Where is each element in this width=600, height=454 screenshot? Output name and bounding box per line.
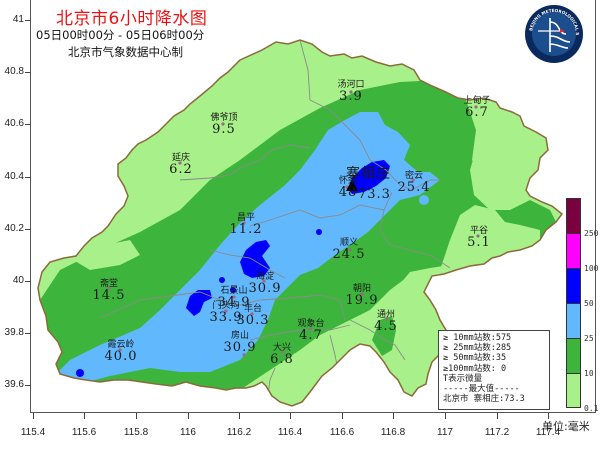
plot-frame: [30, 0, 596, 413]
y-tick-label: 41: [12, 14, 24, 25]
stats-line: ≥ 25mm站数:285: [443, 343, 512, 354]
max-station-value: 73.3: [358, 187, 391, 202]
scale-label: 50: [584, 299, 594, 308]
x-tick-mark: [290, 413, 291, 419]
stats-line: T表示微量: [443, 373, 483, 384]
map-title: 北京市6小时降水图: [56, 9, 208, 29]
x-tick-label: 117.2: [484, 427, 510, 438]
x-tick-label: 116.4: [277, 427, 303, 438]
stats-line: ≥100mm站数: 0: [443, 363, 507, 374]
x-tick-mark: [188, 413, 189, 419]
producer-label: 北京市气象数据中心制: [68, 45, 183, 59]
scale-segment-250-plus: [566, 198, 581, 233]
y-tick-label: 40: [12, 275, 24, 286]
scale-segment-10-25: [566, 338, 581, 373]
stats-line: 北京市 寨相庄:73.3: [443, 394, 525, 405]
unit-label: 单位:毫米: [542, 420, 590, 433]
scale-label: 250: [584, 229, 599, 238]
x-tick-label: 116.6: [329, 427, 355, 438]
scale-segment-0-1-10: [566, 373, 581, 408]
scale-segment-100-250: [566, 233, 581, 268]
x-tick-label: 115.4: [20, 427, 46, 438]
x-tick-label: 116: [180, 427, 196, 438]
x-tick-label: 116.2: [226, 427, 252, 438]
x-tick-label: 115.8: [123, 427, 149, 438]
y-tick-mark: [25, 281, 31, 282]
y-tick-mark: [25, 124, 31, 125]
x-tick-mark: [445, 413, 446, 419]
x-tick-label: 116.8: [380, 427, 406, 438]
x-tick-label: 115.6: [71, 427, 97, 438]
y-tick-label: 40.4: [4, 171, 24, 182]
y-tick-mark: [25, 72, 31, 73]
x-tick-mark: [497, 413, 498, 419]
time-range: 05日00时00分 - 05日06时00分: [36, 28, 205, 42]
max-station-label: 寨相庄: [346, 166, 391, 182]
x-tick-label: 117.4: [535, 427, 561, 438]
x-tick-label: 117: [437, 427, 453, 438]
scale-label: 0.1: [584, 404, 599, 413]
stats-line: ≥ 50mm站数:35: [443, 353, 507, 364]
scale-label: 25: [584, 334, 594, 343]
y-tick-mark: [25, 229, 31, 230]
scale-label: 100: [584, 264, 599, 273]
y-tick-mark: [25, 385, 31, 386]
x-tick-mark: [84, 413, 85, 419]
x-tick-mark: [239, 413, 240, 419]
color-scale-bar: [566, 198, 582, 408]
x-tick-mark: [548, 413, 549, 419]
scale-segment-50-100: [566, 268, 581, 303]
y-tick-mark: [25, 20, 31, 21]
y-tick-label: 39.8: [4, 327, 24, 338]
y-tick-label: 40.6: [4, 118, 24, 129]
y-tick-label: 40.2: [4, 223, 24, 234]
beijing-meteorological-service-logo-icon: BEIJING METEOROLOGICAL SERVICE: [524, 4, 583, 63]
y-tick-mark: [25, 333, 31, 334]
x-tick-mark: [342, 413, 343, 419]
x-tick-mark: [136, 413, 137, 419]
y-tick-label: 40.8: [4, 66, 24, 77]
stats-line: ≥ 10mm站数:575: [443, 333, 512, 343]
scale-segment-25-50: [566, 303, 581, 338]
y-tick-mark: [25, 177, 31, 178]
stats-line: -----最大值-----: [443, 384, 520, 395]
station-stats-box: ≥ 10mm站数:575 ≥ 25mm站数:285 ≥ 50mm站数:35 ≥1…: [438, 330, 550, 410]
y-tick-label: 39.6: [4, 379, 24, 390]
scale-label: 10: [584, 369, 594, 378]
x-tick-mark: [393, 413, 394, 419]
max-station-triangle-icon: [346, 180, 358, 191]
x-tick-mark: [33, 413, 34, 419]
